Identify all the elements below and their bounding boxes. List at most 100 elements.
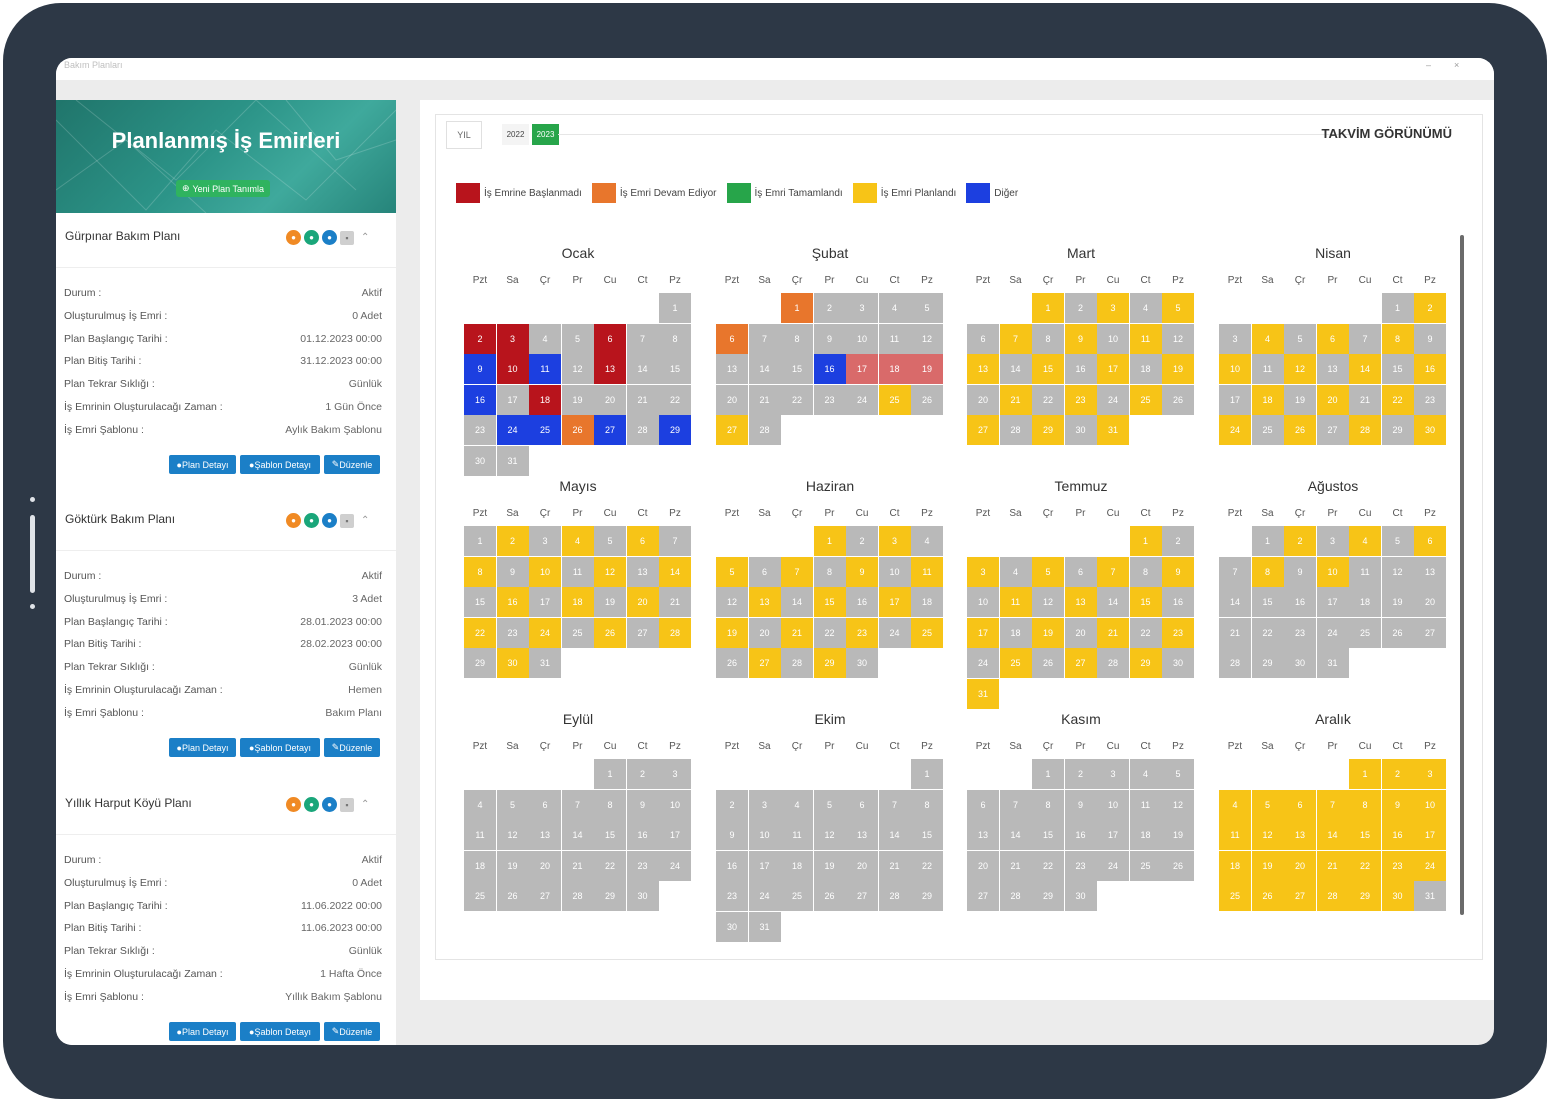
day-cell[interactable]: 25 <box>911 617 943 648</box>
day-cell[interactable]: 4 <box>561 526 594 556</box>
year-2023-tab[interactable]: 2023 <box>532 124 559 145</box>
day-cell[interactable]: 9 <box>1381 789 1414 820</box>
day-cell[interactable]: 24 <box>496 415 529 445</box>
day-cell[interactable]: 15 <box>781 354 813 384</box>
template-detail-button[interactable]: ● Şablon Detayı <box>240 455 320 474</box>
day-cell[interactable]: 3 <box>846 293 878 323</box>
day-cell[interactable]: 23 <box>1381 850 1414 881</box>
day-cell[interactable]: 12 <box>594 556 626 587</box>
day-cell[interactable]: 1 <box>1032 759 1064 789</box>
day-cell[interactable]: 6 <box>1414 526 1446 556</box>
day-cell[interactable]: 4 <box>999 556 1032 587</box>
day-cell[interactable]: 28 <box>1349 415 1381 445</box>
day-cell[interactable]: 28 <box>999 415 1032 445</box>
info-icon[interactable]: ● <box>322 513 337 528</box>
day-cell[interactable]: 8 <box>1032 789 1064 820</box>
day-cell[interactable]: 18 <box>781 850 813 881</box>
day-cell[interactable]: 25 <box>1129 850 1162 881</box>
plan-header[interactable]: Göktürk Bakım Planı ● ● ● ▪ ⌃ <box>56 496 396 551</box>
day-cell[interactable]: 19 <box>496 850 529 881</box>
day-cell[interactable]: 5 <box>1162 293 1194 323</box>
day-cell[interactable]: 6 <box>594 323 626 354</box>
day-cell[interactable]: 13 <box>967 820 999 850</box>
day-cell[interactable]: 17 <box>529 587 561 617</box>
day-cell[interactable]: 7 <box>561 789 594 820</box>
day-cell[interactable]: 31 <box>529 648 561 678</box>
day-cell[interactable]: 1 <box>1381 293 1414 323</box>
day-cell[interactable]: 28 <box>748 415 781 445</box>
day-cell[interactable]: 6 <box>626 526 659 556</box>
day-cell[interactable]: 22 <box>464 617 496 648</box>
day-cell[interactable]: 21 <box>999 850 1032 881</box>
day-cell[interactable]: 20 <box>967 384 999 415</box>
completed-icon[interactable]: ● <box>304 797 319 812</box>
day-cell[interactable]: 31 <box>1097 415 1129 445</box>
day-cell[interactable]: 12 <box>911 323 943 354</box>
day-cell[interactable]: 9 <box>1414 323 1446 354</box>
day-cell[interactable]: 2 <box>464 323 496 354</box>
day-cell[interactable]: 18 <box>1251 384 1284 415</box>
day-cell[interactable]: 5 <box>496 789 529 820</box>
day-cell[interactable]: 20 <box>594 384 626 415</box>
day-cell[interactable]: 26 <box>1032 648 1064 678</box>
day-cell[interactable]: 28 <box>781 648 813 678</box>
day-cell[interactable]: 20 <box>1064 617 1097 648</box>
day-cell[interactable]: 30 <box>1381 881 1414 911</box>
day-cell[interactable]: 30 <box>1064 881 1097 911</box>
day-cell[interactable]: 12 <box>716 587 748 617</box>
day-cell[interactable]: 15 <box>1349 820 1381 850</box>
day-cell[interactable]: 16 <box>1414 354 1446 384</box>
day-cell[interactable]: 6 <box>1284 789 1316 820</box>
day-cell[interactable]: 26 <box>1284 415 1316 445</box>
day-cell[interactable]: 3 <box>1316 526 1349 556</box>
day-cell[interactable]: 29 <box>1349 881 1381 911</box>
day-cell[interactable]: 19 <box>911 354 943 384</box>
day-cell[interactable]: 2 <box>1381 759 1414 789</box>
day-cell[interactable]: 27 <box>716 415 748 445</box>
day-cell[interactable]: 31 <box>1414 881 1446 911</box>
day-cell[interactable]: 8 <box>1349 789 1381 820</box>
day-cell[interactable]: 5 <box>911 293 943 323</box>
day-cell[interactable]: 28 <box>878 881 911 911</box>
day-cell[interactable]: 7 <box>781 556 813 587</box>
day-cell[interactable]: 27 <box>1316 415 1349 445</box>
day-cell[interactable]: 22 <box>594 850 626 881</box>
day-cell[interactable]: 20 <box>1316 384 1349 415</box>
day-cell[interactable]: 22 <box>1349 850 1381 881</box>
day-cell[interactable]: 14 <box>561 820 594 850</box>
day-cell[interactable]: 21 <box>626 384 659 415</box>
day-cell[interactable]: 19 <box>561 384 594 415</box>
day-cell[interactable]: 23 <box>1064 850 1097 881</box>
day-cell[interactable]: 13 <box>967 354 999 384</box>
day-cell[interactable]: 14 <box>781 587 813 617</box>
day-cell[interactable]: 11 <box>1219 820 1251 850</box>
day-cell[interactable]: 8 <box>1251 556 1284 587</box>
day-cell[interactable]: 21 <box>999 384 1032 415</box>
grid-icon[interactable]: ▪ <box>340 230 354 245</box>
day-cell[interactable]: 10 <box>1097 789 1129 820</box>
day-cell[interactable]: 21 <box>1097 617 1129 648</box>
day-cell[interactable]: 28 <box>626 415 659 445</box>
day-cell[interactable]: 3 <box>878 526 911 556</box>
day-cell[interactable]: 1 <box>1251 526 1284 556</box>
day-cell[interactable]: 8 <box>1129 556 1162 587</box>
day-cell[interactable]: 18 <box>561 587 594 617</box>
day-cell[interactable]: 11 <box>561 556 594 587</box>
day-cell[interactable]: 1 <box>1349 759 1381 789</box>
day-cell[interactable]: 14 <box>878 820 911 850</box>
info-icon[interactable]: ● <box>322 797 337 812</box>
day-cell[interactable]: 14 <box>659 556 691 587</box>
day-cell[interactable]: 7 <box>999 323 1032 354</box>
day-cell[interactable]: 10 <box>1097 323 1129 354</box>
day-cell[interactable]: 9 <box>1064 789 1097 820</box>
day-cell[interactable]: 21 <box>748 384 781 415</box>
day-cell[interactable]: 24 <box>846 384 878 415</box>
day-cell[interactable]: 16 <box>846 587 878 617</box>
day-cell[interactable]: 31 <box>1316 648 1349 678</box>
minimize-icon[interactable]: – <box>1426 60 1432 70</box>
day-cell[interactable]: 9 <box>846 556 878 587</box>
day-cell[interactable]: 18 <box>911 587 943 617</box>
day-cell[interactable]: 23 <box>716 881 748 911</box>
day-cell[interactable]: 26 <box>561 415 594 445</box>
day-cell[interactable]: 13 <box>716 354 748 384</box>
